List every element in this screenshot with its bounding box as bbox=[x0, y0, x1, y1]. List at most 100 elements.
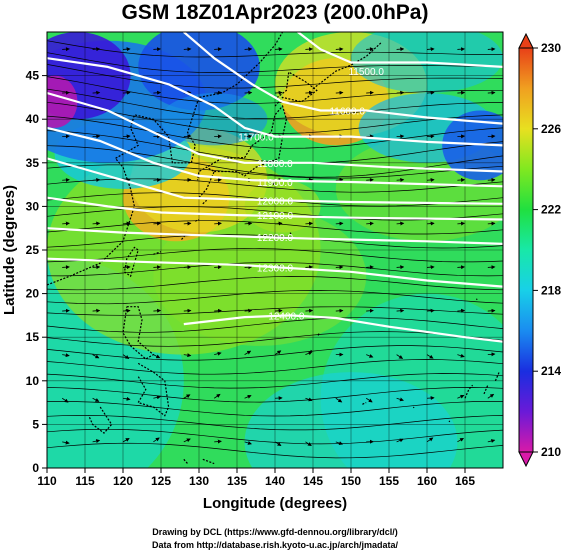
wind-arrow bbox=[457, 90, 466, 95]
footer-credit: Drawing by DCL (https://www.gfd-dennou.o… bbox=[152, 527, 398, 537]
wind-arrow bbox=[92, 308, 101, 313]
wind-arrow bbox=[92, 90, 101, 95]
wind-arrow bbox=[183, 177, 192, 182]
wind-arrow bbox=[214, 439, 222, 444]
wind-arrow bbox=[396, 354, 404, 359]
wind-arrow bbox=[396, 90, 405, 95]
wind-arrow bbox=[305, 90, 314, 95]
wind-arrow bbox=[62, 265, 70, 270]
wind-arrow bbox=[426, 90, 435, 95]
wind-arrow bbox=[396, 134, 405, 139]
wind-arrow bbox=[62, 90, 70, 95]
colorbar-min-triangle bbox=[518, 451, 534, 468]
wind-arrow bbox=[365, 397, 373, 403]
coastline bbox=[88, 406, 113, 434]
streamline bbox=[47, 52, 503, 73]
wind-arrow bbox=[335, 265, 344, 270]
wind-arrow bbox=[335, 47, 344, 52]
contour-label: 11500.0 bbox=[348, 67, 384, 78]
wind-arrow bbox=[335, 221, 344, 226]
coastline bbox=[494, 371, 500, 382]
streamline bbox=[47, 262, 503, 277]
wind-arrow bbox=[153, 437, 160, 443]
wind-arrow bbox=[153, 354, 161, 359]
wind-arrow bbox=[457, 177, 466, 182]
height-contour-line bbox=[47, 57, 503, 147]
wind-arrow bbox=[122, 438, 130, 443]
height-contour-line bbox=[47, 91, 503, 173]
streamline bbox=[47, 276, 503, 291]
wind-arrow bbox=[244, 47, 253, 52]
wind-arrow bbox=[426, 47, 435, 52]
wind-arrow bbox=[487, 308, 496, 313]
coastline bbox=[483, 384, 489, 395]
temperature-patch bbox=[47, 75, 78, 128]
colorbar: 210 214 218 222 226 230 bbox=[518, 32, 561, 468]
streamline bbox=[47, 101, 503, 134]
wind-arrow bbox=[153, 90, 162, 95]
wind-arrow bbox=[183, 47, 192, 52]
wind-streamlines bbox=[47, 40, 503, 459]
wind-arrow bbox=[487, 265, 496, 270]
wind-arrow bbox=[274, 47, 283, 52]
wind-arrow bbox=[183, 394, 191, 399]
height-contour-line bbox=[47, 157, 503, 205]
height-contour-line bbox=[183, 314, 503, 343]
wind-arrow bbox=[457, 265, 466, 270]
streamline bbox=[47, 76, 503, 104]
wind-arrow bbox=[274, 308, 283, 313]
contour-label: 11700.0 bbox=[238, 133, 274, 144]
wind-arrow bbox=[183, 438, 191, 443]
wind-arrow bbox=[426, 134, 435, 139]
wind-arrow bbox=[92, 177, 101, 182]
wind-arrow bbox=[426, 308, 435, 313]
colorbar-tick-label: 226 bbox=[541, 122, 561, 136]
contour-label: 12200.0 bbox=[257, 233, 294, 244]
streamline bbox=[47, 40, 503, 58]
contour-label: 11900.0 bbox=[257, 178, 293, 189]
wind-arrow bbox=[396, 265, 405, 270]
wind-arrow bbox=[487, 393, 495, 399]
contour-label: 12300.0 bbox=[257, 263, 294, 274]
wind-arrow bbox=[122, 221, 131, 226]
y-tick-label: 45 bbox=[26, 69, 40, 83]
wind-arrow bbox=[92, 47, 101, 52]
coastline bbox=[196, 166, 215, 199]
contour-label: 12000.0 bbox=[257, 196, 294, 207]
wind-arrow bbox=[426, 354, 434, 359]
wind-arrow bbox=[214, 90, 222, 95]
wind-arrow bbox=[122, 134, 131, 139]
streamline bbox=[47, 178, 503, 193]
wind-arrow bbox=[366, 47, 374, 52]
colorbar-tick-label: 230 bbox=[541, 41, 561, 55]
wind-arrow bbox=[244, 308, 253, 313]
wind-arrow bbox=[122, 90, 131, 95]
wind-arrow bbox=[244, 394, 252, 399]
height-contour-line bbox=[47, 227, 503, 245]
contour-label: 12400.0 bbox=[268, 311, 305, 322]
coastline bbox=[153, 251, 162, 255]
wind-arrow bbox=[214, 351, 222, 356]
wind-arrow bbox=[426, 437, 434, 443]
wind-arrow bbox=[396, 221, 405, 226]
coastline bbox=[47, 32, 284, 286]
wind-arrow bbox=[92, 221, 101, 226]
streamline bbox=[47, 248, 503, 263]
wind-arrow bbox=[183, 265, 192, 270]
wind-arrow bbox=[426, 221, 435, 226]
wind-arrow bbox=[153, 47, 162, 52]
x-tick-label: 125 bbox=[151, 474, 171, 488]
wind-arrow bbox=[183, 308, 192, 313]
wind-arrow bbox=[457, 394, 465, 399]
wind-arrow bbox=[122, 265, 131, 270]
wind-arrow bbox=[244, 350, 252, 355]
x-axis-label: Longitude (degrees) bbox=[203, 495, 347, 512]
wind-arrow bbox=[426, 265, 435, 270]
streamline bbox=[47, 428, 503, 445]
wind-arrow bbox=[274, 90, 283, 95]
chart-title: GSM 18Z01Apr2023 (200.0hPa) bbox=[122, 1, 429, 24]
contour-label: 11600.0 bbox=[329, 106, 365, 117]
wind-arrow bbox=[214, 47, 222, 52]
wind-arrow bbox=[305, 265, 314, 270]
wind-arrow bbox=[92, 265, 101, 270]
